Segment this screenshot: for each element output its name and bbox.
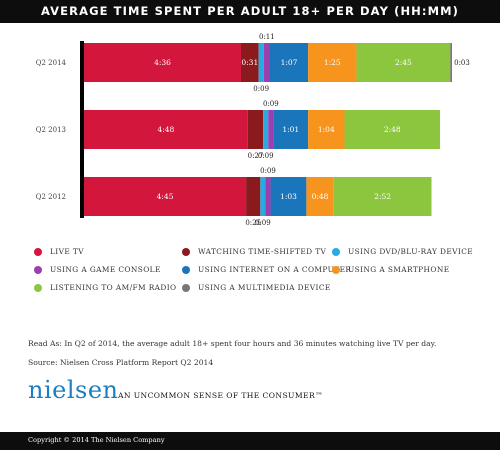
category-label-q2-2012: Q2 2012 xyxy=(36,193,66,201)
copyright-text: Copyright © 2014 The Nielsen Company xyxy=(28,436,165,444)
data-label-listening-to-am-fm-radio-q2-2014: 2:45 xyxy=(395,58,412,67)
data-label-using-a-multimedia-device-q2-2014: 0:03 xyxy=(454,59,470,67)
legend-swatch-game-console xyxy=(34,265,42,274)
data-label-using-internet-on-a-computer-q2-2014: 1:07 xyxy=(281,58,298,67)
bar-live-tv-q2-2012 xyxy=(84,177,247,216)
legend-swatch-dvd-bluray xyxy=(332,247,340,256)
legend-label-live-tv: LIVE TV xyxy=(50,247,84,256)
bar-using-internet-on-a-computer-q2-2014 xyxy=(269,43,309,82)
legend-label-radio: LISTENING TO AM/FM RADIO xyxy=(50,283,177,292)
bar-using-a-smartphone-q2-2013 xyxy=(308,110,345,149)
legend-label-dvd-bluray: USING DVD/BLU-RAY DEVICE xyxy=(348,247,474,256)
data-label-using-dvd-blu-ray-device-q2-2014: 0:09 xyxy=(253,85,269,93)
legend-label-time-shifted-tv: WATCHING TIME-SHIFTED TV xyxy=(198,247,327,256)
bar-listening-to-am-fm-radio-q2-2013 xyxy=(344,110,441,149)
legend-label-smartphone: USING A SMARTPHONE xyxy=(348,265,450,274)
data-label-watching-time-shifted-tv-q2-2014: 0:31 xyxy=(241,58,258,67)
bar-using-a-game-console-q2-2012 xyxy=(265,177,271,216)
legend-swatch-time-shifted-tv xyxy=(182,247,190,256)
data-label-live-tv-q2-2013: 4:48 xyxy=(157,125,174,134)
data-label-using-internet-on-a-computer-q2-2012: 1:03 xyxy=(280,192,297,201)
legend-label-game-console: USING A GAME CONSOLE xyxy=(50,265,161,274)
nielsen-logo: nielsen xyxy=(28,376,119,404)
read-as-note: Read As: In Q2 of 2014, the average adul… xyxy=(28,339,437,348)
bar-live-tv-q2-2013 xyxy=(84,110,248,149)
chart-title: AVERAGE TIME SPENT PER ADULT 18+ PER DAY… xyxy=(0,0,500,23)
category-label-q2-2013: Q2 2013 xyxy=(36,126,66,134)
bar-using-internet-on-a-computer-q2-2013 xyxy=(273,110,309,149)
legend-item-smartphone: USING A SMARTPHONE xyxy=(332,265,450,274)
data-label-using-a-smartphone-q2-2012: 0:48 xyxy=(312,192,329,201)
data-label-using-internet-on-a-computer-q2-2013: 1:01 xyxy=(282,125,299,134)
data-label-live-tv-q2-2014: 4:36 xyxy=(154,58,171,67)
data-label-watching-time-shifted-tv-q2-2012: 0:25 xyxy=(245,219,261,227)
legend-swatch-live-tv xyxy=(34,247,42,256)
data-label-listening-to-am-fm-radio-q2-2012: 2:52 xyxy=(374,192,391,201)
legend-item-radio: LISTENING TO AM/FM RADIO xyxy=(34,283,177,292)
legend-swatch-smartphone xyxy=(332,265,340,274)
bar-using-dvd-blu-ray-device-q2-2014 xyxy=(258,43,264,82)
bar-using-a-multimedia-device-q2-2014 xyxy=(450,43,452,82)
y-axis-line xyxy=(80,41,84,218)
bar-listening-to-am-fm-radio-q2-2012 xyxy=(333,177,432,216)
data-label-using-a-game-console-q2-2014: 0:11 xyxy=(259,33,275,41)
legend-item-game-console: USING A GAME CONSOLE xyxy=(34,265,161,274)
data-label-listening-to-am-fm-radio-q2-2013: 2:48 xyxy=(384,125,401,134)
bar-using-a-game-console-q2-2013 xyxy=(268,110,274,149)
legend-item-internet-computer: USING INTERNET ON A COMPUTER xyxy=(182,265,351,274)
bar-using-a-smartphone-q2-2014 xyxy=(308,43,357,82)
legend-item-time-shifted-tv: WATCHING TIME-SHIFTED TV xyxy=(182,247,326,256)
stacked-bar-chart: Q2 2014 4:36 0:31 0:09 0:11 1:07 1:25 2:45 0:03 Q… xyxy=(36,33,470,227)
bar-watching-time-shifted-tv-q2-2012 xyxy=(246,177,261,216)
bar-live-tv-q2-2014 xyxy=(84,43,241,82)
brand-tagline: AN UNCOMMON SENSE OF THE CONSUMER™ xyxy=(118,391,324,400)
legend-swatch-multimedia-device xyxy=(182,283,190,292)
data-label-using-dvd-blu-ray-device-q2-2013: 0:09 xyxy=(258,152,274,160)
bar-using-internet-on-a-computer-q2-2012 xyxy=(270,177,307,216)
bar-using-a-smartphone-q2-2012 xyxy=(306,177,334,216)
footer-bar: Copyright © 2014 The Nielsen Company xyxy=(0,432,500,450)
data-label-using-dvd-blu-ray-device-q2-2012: 0:09 xyxy=(255,219,271,227)
data-label-using-a-smartphone-q2-2014: 1:25 xyxy=(324,58,341,67)
data-label-live-tv-q2-2012: 4:45 xyxy=(157,192,174,201)
legend-label-multimedia-device: USING A MULTIMEDIA DEVICE xyxy=(198,283,331,292)
legend-item-live-tv: LIVE TV xyxy=(34,247,84,256)
data-label-watching-time-shifted-tv-q2-2013: 0:27 xyxy=(248,152,264,160)
bar-using-a-game-console-q2-2014 xyxy=(263,43,270,82)
source-note: Source: Nielsen Cross Platform Report Q2… xyxy=(28,358,214,367)
legend-item-multimedia-device: USING A MULTIMEDIA DEVICE xyxy=(182,283,331,292)
legend-swatch-radio xyxy=(34,283,42,292)
legend-label-internet-computer: USING INTERNET ON A COMPUTER xyxy=(198,265,352,274)
data-label-using-a-game-console-q2-2012: 0:09 xyxy=(260,167,276,175)
data-label-using-a-smartphone-q2-2013: 1:04 xyxy=(318,125,335,134)
bar-listening-to-am-fm-radio-q2-2014 xyxy=(356,43,451,82)
bar-using-dvd-blu-ray-device-q2-2013 xyxy=(263,110,269,149)
legend-item-dvd-bluray: USING DVD/BLU-RAY DEVICE xyxy=(332,247,473,256)
bar-watching-time-shifted-tv-q2-2014 xyxy=(240,43,259,82)
data-label-using-a-game-console-q2-2013: 0:09 xyxy=(263,100,279,108)
bar-using-dvd-blu-ray-device-q2-2012 xyxy=(260,177,266,216)
bar-watching-time-shifted-tv-q2-2013 xyxy=(247,110,264,149)
category-label-q2-2014: Q2 2014 xyxy=(36,59,67,67)
legend-swatch-internet-computer xyxy=(182,265,190,274)
